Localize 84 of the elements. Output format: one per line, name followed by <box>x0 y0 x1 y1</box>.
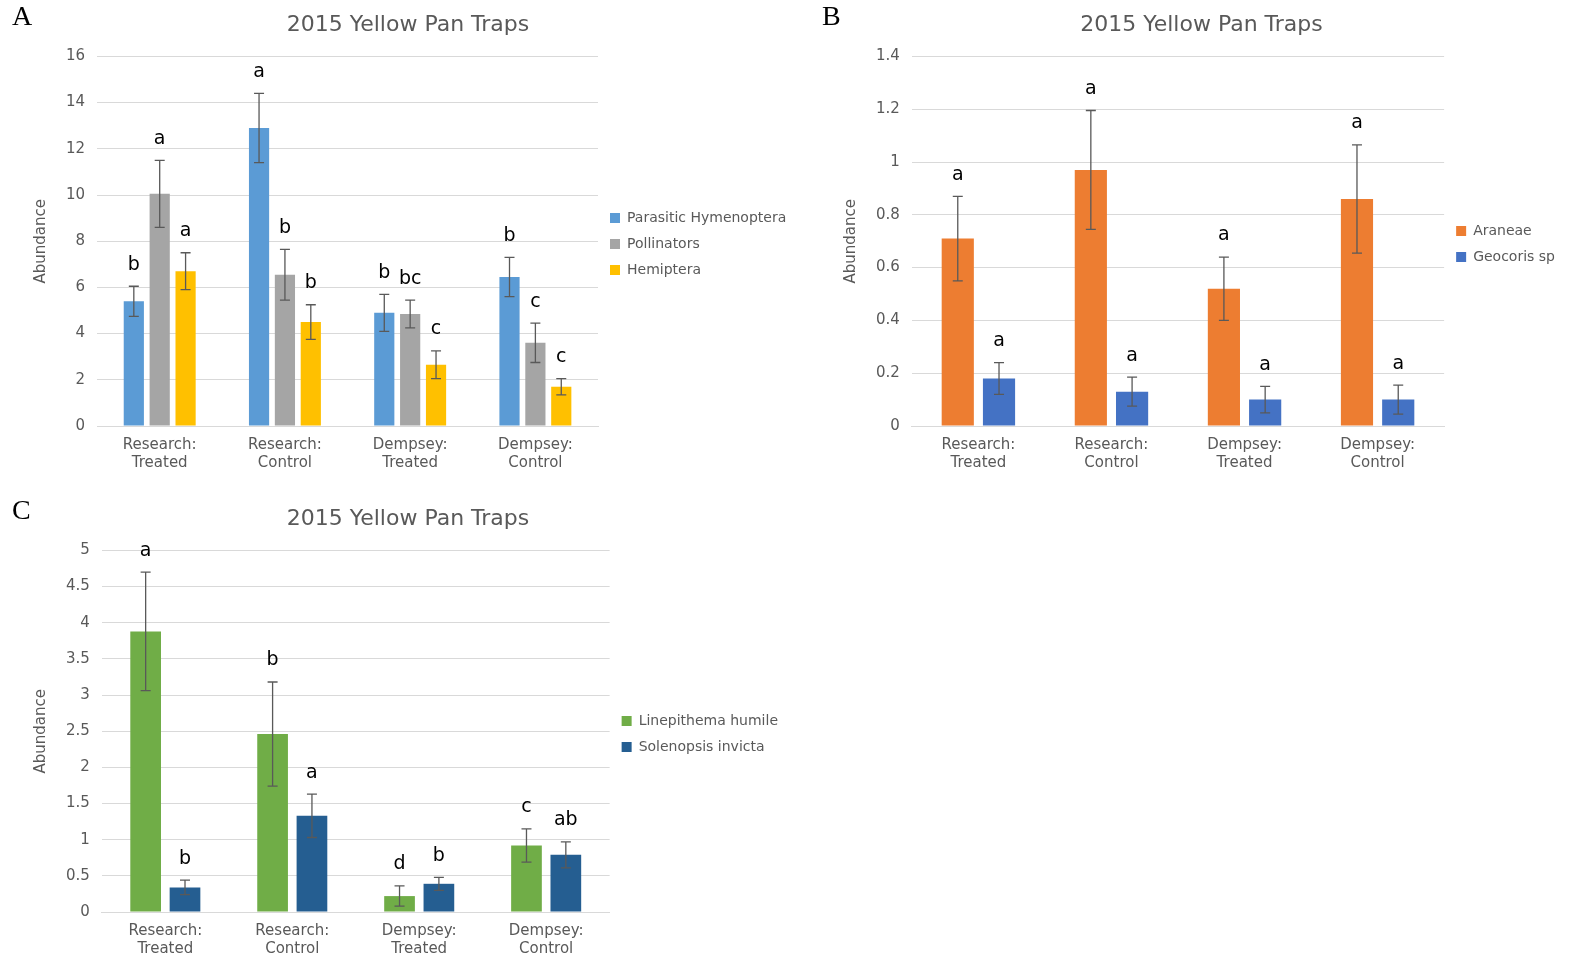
y-tick-label: 2 <box>80 757 90 776</box>
chart-title: 2015 Yellow Pan Traps <box>1080 10 1323 36</box>
y-tick-label: 0 <box>890 415 900 434</box>
legend-label: Geocoris sp <box>1473 247 1556 264</box>
annotation: c <box>430 316 442 339</box>
x-tick-label: Research: Control <box>255 920 330 957</box>
y-axis-title: Abundance <box>30 688 49 774</box>
y-tick-label: 10 <box>65 184 86 203</box>
chart-title: 2015 Yellow Pan Traps <box>286 504 530 530</box>
annotation: bc <box>398 265 422 288</box>
annotation: b <box>278 214 291 237</box>
y-tick-label: 0.5 <box>66 865 90 884</box>
y-tick-label: 0.6 <box>876 257 900 276</box>
y-tick-label: 1.2 <box>876 99 900 118</box>
y-tick-label: 3 <box>80 684 90 703</box>
y-tick-label: 14 <box>65 92 86 111</box>
annotation: b <box>127 251 140 274</box>
annotation: ab <box>553 807 578 830</box>
legend-label: Solenopsis invicta <box>638 737 765 754</box>
y-tick-label: 0.8 <box>876 204 900 223</box>
annotation: b <box>304 270 317 293</box>
y-tick-label: 2 <box>75 369 86 388</box>
y-tick-label: 4 <box>75 323 86 342</box>
legend-label: Parasitic Hymenoptera <box>627 208 787 225</box>
y-tick-label: 3.5 <box>66 648 90 667</box>
annotation: c <box>556 344 567 367</box>
annotation: b <box>178 845 192 868</box>
annotation: a <box>951 161 964 184</box>
x-tick-label: Dempsey: Control <box>508 920 584 957</box>
annotation: b <box>503 222 516 245</box>
y-tick-label: 12 <box>65 138 86 157</box>
annotation: a <box>993 328 1005 351</box>
annotation: c <box>521 794 532 817</box>
legend-label: Araneae <box>1473 221 1532 238</box>
annotation: a <box>179 218 192 241</box>
y-tick-label: 6 <box>75 277 86 296</box>
y-tick-label: 0.4 <box>876 310 900 329</box>
y-tick-label: 0.2 <box>876 363 900 382</box>
annotation: a <box>1085 75 1097 98</box>
x-tick-label: Dempsey: Control <box>1340 434 1415 471</box>
annotation: a <box>139 537 152 560</box>
y-tick-label: 2.5 <box>66 721 90 740</box>
annotation: a <box>253 58 265 81</box>
y-tick-label: 16 <box>65 46 86 65</box>
x-tick-label: Research: Treated <box>941 434 1016 471</box>
annotation: b <box>266 647 279 670</box>
annotation: a <box>1259 351 1271 374</box>
y-tick-label: 4 <box>80 612 90 631</box>
legend-label: Pollinators <box>627 234 700 251</box>
x-tick-label: Dempsey: Treated <box>381 920 457 957</box>
y-tick-label: 8 <box>75 231 86 250</box>
legend-label: Linepithema humile <box>638 711 778 728</box>
x-tick-label: Dempsey: Treated <box>1207 434 1282 471</box>
annotation: d <box>393 851 406 874</box>
text: A <box>12 0 33 32</box>
annotation: a <box>1392 350 1405 373</box>
x-tick-label: Dempsey: Control <box>497 434 573 471</box>
annotation: a <box>1126 342 1138 365</box>
x-tick-label: Research: Treated <box>122 434 197 471</box>
x-tick-label: Research: Control <box>1074 434 1149 471</box>
y-tick-label: 0 <box>75 415 86 434</box>
y-tick-label: 0 <box>80 901 90 920</box>
y-tick-label: 5 <box>80 540 90 559</box>
text: C <box>12 494 31 526</box>
chart-title: 2015 Yellow Pan Traps <box>286 10 530 36</box>
annotation: b <box>378 259 391 282</box>
y-tick-label: 1.5 <box>66 793 90 812</box>
annotation: a <box>1218 222 1230 245</box>
y-axis-title: Abundance <box>30 198 49 284</box>
annotation: a <box>1351 110 1363 133</box>
legend-label: Hemiptera <box>627 260 701 277</box>
x-tick-label: Dempsey: Treated <box>372 434 448 471</box>
x-tick-label: Research: Treated <box>128 920 203 957</box>
annotation: a <box>153 125 166 148</box>
y-tick-label: 1.4 <box>876 46 900 65</box>
text: B <box>822 0 841 32</box>
y-tick-label: 1 <box>80 829 90 848</box>
y-tick-label: 4.5 <box>66 576 90 595</box>
x-tick-label: Research: Control <box>248 434 322 471</box>
y-tick-label: 1 <box>890 151 900 170</box>
annotation: c <box>530 288 541 311</box>
y-axis-title: Abundance <box>840 198 859 284</box>
annotation: a <box>306 759 318 782</box>
annotation: b <box>432 842 445 865</box>
